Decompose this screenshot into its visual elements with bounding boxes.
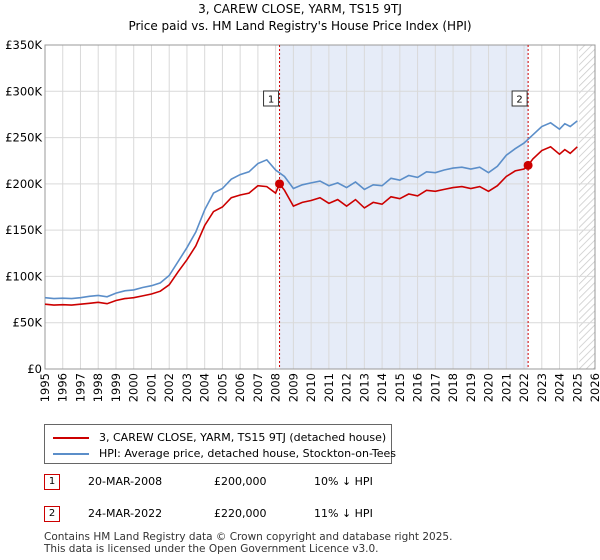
x-tick-label: 2002: [162, 373, 176, 402]
x-tick-label: 2006: [233, 373, 247, 402]
transaction-number: 1: [44, 474, 60, 490]
x-tick-label: 2016: [411, 373, 425, 402]
x-tick-label: 2009: [286, 373, 300, 402]
x-tick-label: 1999: [109, 373, 123, 402]
x-tick-label: 2018: [446, 373, 460, 402]
legend: 3, CAREW CLOSE, YARM, TS15 9TJ (detached…: [44, 424, 396, 464]
x-tick-label: 2017: [428, 373, 442, 402]
x-tick-label: 2000: [127, 373, 141, 402]
x-tick-label: 1998: [91, 373, 105, 402]
ownership-shading: [279, 45, 529, 369]
y-tick-label: £300K: [5, 84, 42, 98]
transaction-date: 20-MAR-2008: [88, 475, 163, 488]
x-tick-label: 2022: [517, 373, 531, 402]
x-tick-label: 2011: [322, 373, 336, 402]
x-tick-label: 2004: [198, 373, 212, 402]
x-tick-label: 2024: [553, 373, 567, 402]
x-tick-label: 2003: [180, 373, 194, 402]
transaction-price: £200,000: [214, 475, 267, 488]
x-tick-label: 1996: [56, 373, 70, 402]
x-tick-label: 2001: [144, 373, 158, 402]
sale-label-box: [511, 90, 528, 107]
transaction-number: 2: [44, 506, 60, 522]
plot-frame: [44, 44, 596, 370]
x-tick-label: 1995: [38, 373, 52, 402]
x-tick-label: 2021: [499, 373, 513, 402]
y-tick-label: £350K: [5, 38, 42, 52]
x-tick-label: 1997: [73, 373, 87, 402]
transaction-hpi-diff: 10% ↓ HPI: [314, 475, 373, 488]
legend-swatch-hpi: [53, 453, 89, 455]
x-tick-label: 2008: [269, 373, 283, 402]
sale-label: 1: [268, 95, 274, 106]
price-chart: 3, CAREW CLOSE, YARM, TS15 9TJ Price pai…: [5, 2, 600, 402]
y-tick-label: £100K: [5, 269, 42, 283]
sale-label-box: [263, 90, 280, 107]
sale-point: [523, 160, 533, 170]
transaction-hpi-diff: 11% ↓ HPI: [314, 507, 373, 520]
x-tick-label: 2012: [340, 373, 354, 402]
legend-label-property: 3, CAREW CLOSE, YARM, TS15 9TJ (detached…: [99, 431, 387, 444]
x-tick-label: 2007: [251, 373, 265, 402]
footer-attribution: Contains HM Land Registry data © Crown c…: [44, 531, 452, 555]
forecast-hatching: [579, 45, 595, 369]
x-tick-label: 2025: [570, 373, 584, 402]
y-tick-label: £250K: [5, 131, 42, 145]
legend-label-hpi: HPI: Average price, detached house, Stoc…: [99, 447, 397, 460]
legend-swatch-property: [53, 437, 89, 439]
y-tick-label: £200K: [5, 177, 42, 191]
transaction-date: 24-MAR-2022: [88, 507, 163, 520]
chart-title: 3, CAREW CLOSE, YARM, TS15 9TJ: [198, 2, 402, 16]
sale-point: [275, 179, 285, 189]
footer-copyright: Contains HM Land Registry data © Crown c…: [44, 531, 453, 543]
sale-label: 2: [516, 95, 522, 106]
x-tick-label: 2014: [375, 373, 389, 402]
x-tick-label: 2023: [535, 373, 549, 402]
y-tick-label: £0: [27, 362, 42, 376]
x-tick-label: 2005: [215, 373, 229, 402]
x-tick-label: 2020: [482, 373, 496, 402]
y-tick-label: £150K: [5, 223, 42, 237]
x-tick-label: 2010: [304, 373, 318, 402]
transaction-price: £220,000: [214, 507, 267, 520]
footer-licence: This data is licensed under the Open Gov…: [44, 543, 379, 555]
chart-subtitle: Price paid vs. HM Land Registry's House …: [128, 19, 471, 33]
y-tick-label: £50K: [13, 316, 43, 330]
x-tick-label: 2026: [588, 373, 600, 402]
property-series-line: [44, 145, 578, 306]
hpi-series-line: [44, 120, 578, 300]
x-tick-label: 2015: [393, 373, 407, 402]
x-tick-label: 2019: [464, 373, 478, 402]
x-tick-label: 2013: [357, 373, 371, 402]
